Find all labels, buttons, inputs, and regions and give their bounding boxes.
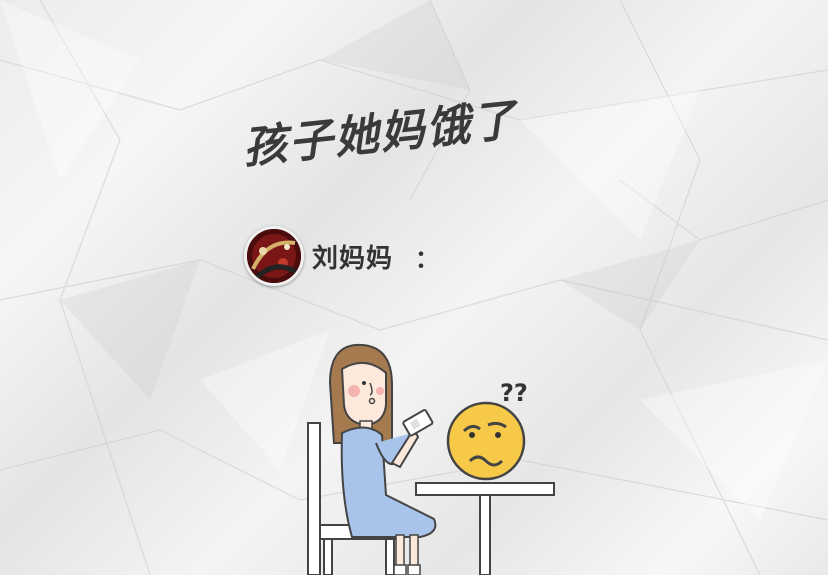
speaker-row: 刘妈妈 ：: [244, 226, 440, 286]
worried-face-icon: [446, 401, 526, 481]
avatar[interactable]: [244, 226, 304, 286]
illustration-scene: ??: [307, 343, 555, 575]
cup-icon: [402, 409, 434, 437]
table: [415, 482, 555, 575]
speaker-name: 刘妈妈: [312, 243, 394, 274]
speaker-colon: ：: [415, 244, 440, 273]
question-marks-text: ??: [500, 379, 528, 407]
avatar-image: [247, 229, 301, 283]
woman-dress: [340, 426, 437, 538]
woman-face: [340, 362, 387, 427]
